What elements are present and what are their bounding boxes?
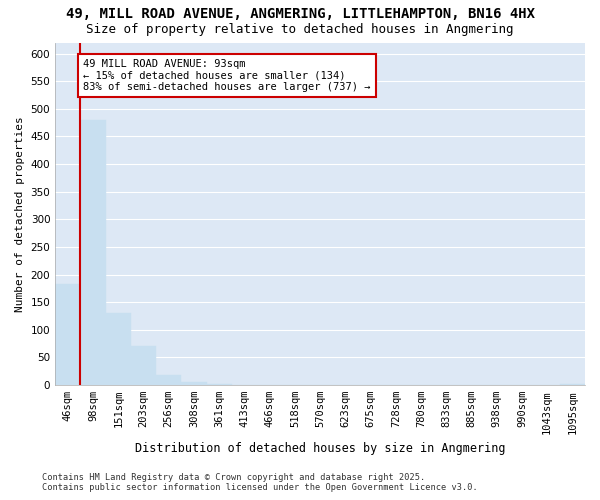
Bar <box>181 382 206 385</box>
Y-axis label: Number of detached properties: Number of detached properties <box>15 116 25 312</box>
Bar <box>55 284 80 385</box>
Bar <box>131 346 156 385</box>
Bar <box>206 384 232 385</box>
Bar <box>560 384 585 385</box>
Bar <box>106 313 131 385</box>
Text: 49 MILL ROAD AVENUE: 93sqm
← 15% of detached houses are smaller (134)
83% of sem: 49 MILL ROAD AVENUE: 93sqm ← 15% of deta… <box>83 59 371 92</box>
Text: Size of property relative to detached houses in Angmering: Size of property relative to detached ho… <box>86 22 514 36</box>
Bar <box>156 375 181 385</box>
Bar <box>80 120 106 385</box>
Text: Contains HM Land Registry data © Crown copyright and database right 2025.
Contai: Contains HM Land Registry data © Crown c… <box>42 473 478 492</box>
X-axis label: Distribution of detached houses by size in Angmering: Distribution of detached houses by size … <box>135 442 505 455</box>
Text: 49, MILL ROAD AVENUE, ANGMERING, LITTLEHAMPTON, BN16 4HX: 49, MILL ROAD AVENUE, ANGMERING, LITTLEH… <box>65 8 535 22</box>
